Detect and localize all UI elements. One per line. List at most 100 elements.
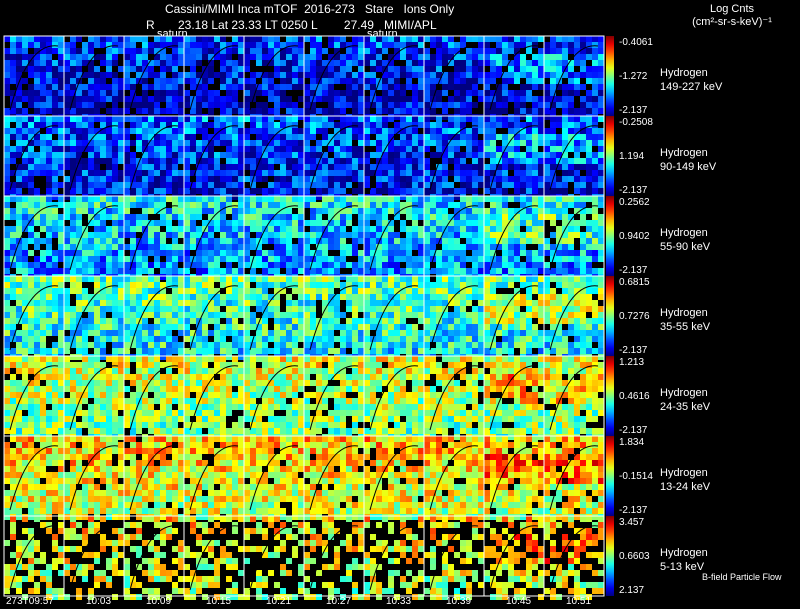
pixel — [592, 226, 598, 232]
pixel — [358, 134, 364, 140]
pixel — [106, 182, 112, 188]
pixel — [334, 324, 340, 330]
pixel — [64, 66, 70, 72]
pixel — [100, 60, 106, 66]
pixel — [190, 108, 196, 114]
pixel — [526, 202, 532, 208]
pixel — [562, 48, 568, 54]
pixel — [544, 176, 550, 182]
pixel — [448, 348, 454, 354]
pixel — [376, 294, 382, 300]
pixel — [322, 220, 328, 226]
contour-line — [369, 125, 419, 191]
pixel — [154, 276, 160, 282]
pixel — [52, 330, 58, 336]
pixel — [598, 244, 604, 250]
pixel — [598, 42, 604, 48]
pixel — [508, 208, 514, 214]
pixel — [256, 170, 262, 176]
pixel — [52, 146, 58, 152]
pixel — [154, 84, 160, 90]
pixel — [400, 90, 406, 96]
pixel — [334, 140, 340, 146]
pixel — [496, 182, 502, 188]
pixel — [532, 108, 538, 114]
pixel — [442, 182, 448, 188]
pixel — [388, 66, 394, 72]
pixel — [136, 60, 142, 66]
pixel — [148, 134, 154, 140]
pixel — [352, 202, 358, 208]
pixel — [184, 72, 190, 78]
pixel — [334, 102, 340, 108]
pixel — [340, 78, 346, 84]
pixel — [388, 336, 394, 342]
pixel — [400, 116, 406, 122]
pixel — [40, 42, 46, 48]
pixel — [406, 214, 412, 220]
pixel — [148, 72, 154, 78]
pixel — [214, 54, 220, 60]
pixel — [502, 220, 508, 226]
pixel — [52, 288, 58, 294]
pixel — [22, 170, 28, 176]
pixel — [526, 318, 532, 324]
pixel — [214, 116, 220, 122]
pixel — [346, 140, 352, 146]
pixel — [496, 134, 502, 140]
pixel — [466, 226, 472, 232]
pixel — [454, 220, 460, 226]
pixel — [106, 134, 112, 140]
pixel — [406, 202, 412, 208]
pixel — [250, 226, 256, 232]
pixel — [226, 140, 232, 146]
pixel — [208, 196, 214, 202]
pixel — [220, 268, 226, 274]
pixel — [526, 72, 532, 78]
pixel — [280, 262, 286, 268]
pixel — [358, 282, 364, 288]
pixel — [34, 134, 40, 140]
pixel — [532, 306, 538, 312]
pixel — [268, 96, 274, 102]
pixel — [418, 96, 424, 102]
pixel — [10, 108, 16, 114]
pixel — [100, 232, 106, 238]
pixel — [232, 256, 238, 262]
pixel — [154, 196, 160, 202]
pixel — [286, 324, 292, 330]
pixel — [202, 188, 208, 194]
pixel — [400, 294, 406, 300]
pixel — [130, 42, 136, 48]
pixel — [460, 214, 466, 220]
pixel — [412, 306, 418, 312]
pixel — [226, 318, 232, 324]
pixel — [76, 158, 82, 164]
pixel — [82, 188, 88, 194]
pixel — [118, 220, 124, 226]
pixel — [154, 128, 160, 134]
pixel — [256, 208, 262, 214]
pixel — [418, 348, 424, 354]
pixel — [292, 318, 298, 324]
pixel — [460, 202, 466, 208]
pixel — [184, 116, 190, 122]
pixel — [586, 170, 592, 176]
pixel — [556, 96, 562, 102]
pixel — [142, 288, 148, 294]
pixel — [226, 164, 232, 170]
pixel — [472, 90, 478, 96]
pixel — [568, 226, 574, 232]
pixel — [484, 306, 490, 312]
pixel — [442, 232, 448, 238]
pixel — [322, 170, 328, 176]
pixel — [238, 294, 244, 300]
pixel — [16, 220, 22, 226]
pixel — [286, 134, 292, 140]
pixel — [16, 134, 22, 140]
pixel — [250, 220, 256, 226]
pixel — [448, 182, 454, 188]
pixel — [94, 146, 100, 152]
pixel — [370, 324, 376, 330]
pixel — [244, 42, 250, 48]
